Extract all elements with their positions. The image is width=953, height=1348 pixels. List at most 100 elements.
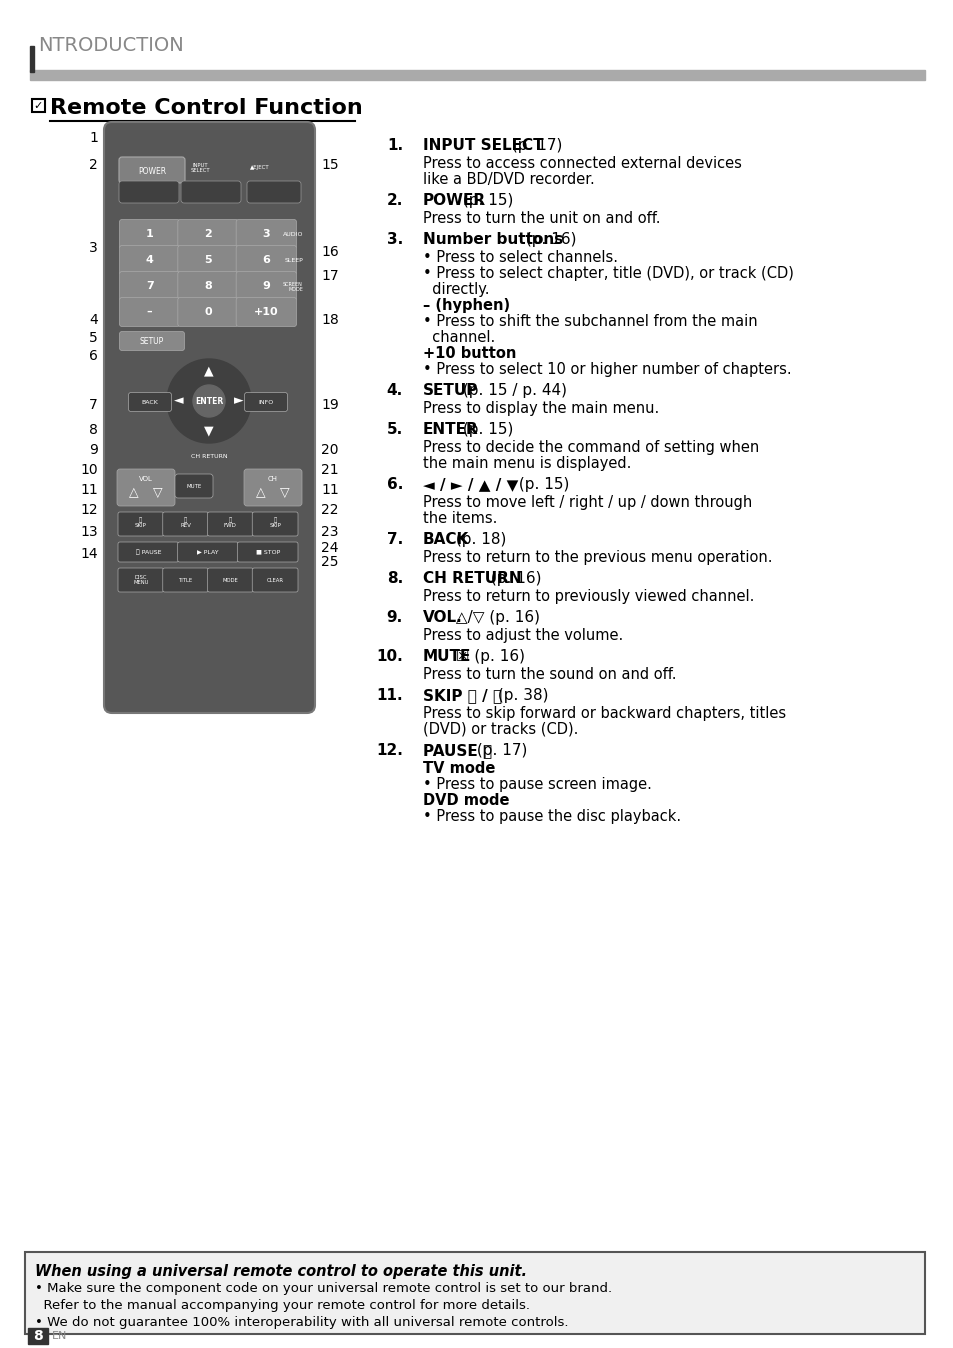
Text: directly.: directly.	[422, 282, 489, 297]
FancyBboxPatch shape	[177, 220, 238, 248]
Text: (p. 15 / p. 44): (p. 15 / p. 44)	[457, 383, 566, 398]
Text: ⏩
FWD: ⏩ FWD	[224, 518, 236, 528]
FancyBboxPatch shape	[236, 271, 296, 301]
Bar	[30, 70, 924, 80]
FancyBboxPatch shape	[129, 392, 172, 411]
Text: EN: EN	[52, 1330, 68, 1341]
Text: – (hyphen): – (hyphen)	[422, 298, 510, 313]
Text: SETUP: SETUP	[140, 337, 164, 345]
Text: ⏭
SKIP: ⏭ SKIP	[269, 518, 281, 528]
Text: Number buttons: Number buttons	[422, 232, 562, 247]
Text: ENTER: ENTER	[422, 422, 478, 437]
Text: (p. 15): (p. 15)	[514, 477, 569, 492]
Text: ▽: ▽	[280, 487, 290, 500]
Text: Press to move left / right / up / down through: Press to move left / right / up / down t…	[422, 495, 752, 510]
FancyBboxPatch shape	[119, 181, 179, 204]
Text: BACK: BACK	[141, 399, 158, 404]
Text: Press to return to previously viewed channel.: Press to return to previously viewed cha…	[422, 589, 754, 604]
Text: POWER: POWER	[422, 193, 486, 208]
Text: (p. 38): (p. 38)	[493, 687, 548, 704]
Text: 10: 10	[80, 462, 98, 477]
Text: MUTE: MUTE	[186, 484, 201, 488]
Text: POWER: POWER	[138, 167, 166, 175]
Text: CH: CH	[268, 476, 277, 483]
Text: 25: 25	[320, 555, 338, 569]
Text: • Press to select chapter, title (DVD), or track (CD): • Press to select chapter, title (DVD), …	[422, 266, 793, 280]
Text: 3: 3	[262, 229, 270, 239]
Text: (p. 15): (p. 15)	[457, 422, 513, 437]
FancyBboxPatch shape	[118, 568, 164, 592]
Text: CLEAR: CLEAR	[266, 577, 283, 582]
Text: ►: ►	[233, 395, 244, 407]
Text: ⏮
SKIP: ⏮ SKIP	[134, 518, 147, 528]
Text: • Press to pause screen image.: • Press to pause screen image.	[422, 776, 651, 793]
Text: PAUSE ⏸: PAUSE ⏸	[422, 743, 492, 758]
Text: 1: 1	[146, 229, 153, 239]
Text: ■ STOP: ■ STOP	[255, 550, 279, 554]
Text: 23: 23	[320, 524, 338, 539]
Text: +10 button: +10 button	[422, 346, 516, 361]
Text: MODE: MODE	[222, 577, 238, 582]
Text: Press to display the main menu.: Press to display the main menu.	[422, 400, 659, 417]
Text: CH RETURN: CH RETURN	[191, 454, 227, 460]
Text: 2: 2	[90, 158, 98, 173]
Text: Press to turn the sound on and off.: Press to turn the sound on and off.	[422, 667, 676, 682]
Text: ENTER: ENTER	[194, 396, 223, 406]
Text: INPUT
SELECT: INPUT SELECT	[190, 163, 210, 173]
FancyBboxPatch shape	[118, 542, 178, 562]
Text: 12.: 12.	[375, 743, 402, 758]
Text: 5: 5	[90, 332, 98, 345]
Text: Remote Control Function: Remote Control Function	[50, 98, 362, 119]
FancyBboxPatch shape	[119, 332, 184, 350]
Text: TITLE: TITLE	[178, 577, 193, 582]
FancyBboxPatch shape	[177, 245, 238, 275]
FancyBboxPatch shape	[236, 220, 296, 248]
Text: 4.: 4.	[386, 383, 402, 398]
Text: Press to access connected external devices: Press to access connected external devic…	[422, 156, 741, 171]
Text: TV mode: TV mode	[422, 762, 495, 776]
Text: 3: 3	[90, 241, 98, 255]
Text: 16: 16	[320, 245, 338, 259]
FancyBboxPatch shape	[236, 245, 296, 275]
Text: △: △	[129, 487, 139, 500]
Text: INFO: INFO	[258, 399, 274, 404]
Text: ✓: ✓	[33, 101, 43, 111]
Text: INPUT SELECT: INPUT SELECT	[422, 137, 543, 154]
Text: ▲: ▲	[204, 364, 213, 377]
FancyBboxPatch shape	[163, 512, 209, 537]
Text: ◄: ◄	[174, 395, 184, 407]
FancyBboxPatch shape	[247, 181, 301, 204]
FancyBboxPatch shape	[181, 181, 241, 204]
Text: 2: 2	[204, 229, 212, 239]
Text: SETUP: SETUP	[422, 383, 477, 398]
Text: 1: 1	[89, 131, 98, 146]
FancyBboxPatch shape	[208, 568, 253, 592]
Text: 7.: 7.	[386, 532, 402, 547]
Text: DISC
MENU: DISC MENU	[133, 574, 149, 585]
FancyBboxPatch shape	[177, 542, 238, 562]
Text: the main menu is displayed.: the main menu is displayed.	[422, 456, 631, 470]
Text: 3.: 3.	[386, 232, 402, 247]
FancyBboxPatch shape	[177, 271, 238, 301]
Text: SLEEP: SLEEP	[284, 257, 303, 263]
Text: (p. 17): (p. 17)	[506, 137, 561, 154]
FancyBboxPatch shape	[104, 123, 314, 713]
Text: –: –	[147, 307, 152, 317]
Text: Refer to the manual accompanying your remote control for more details.: Refer to the manual accompanying your re…	[35, 1299, 530, 1312]
Text: △/▽ (p. 16): △/▽ (p. 16)	[451, 611, 539, 625]
Text: VOL: VOL	[139, 476, 152, 483]
Text: 6: 6	[89, 349, 98, 363]
Text: 4: 4	[146, 255, 153, 266]
Text: 11: 11	[320, 483, 338, 497]
Text: 7: 7	[90, 398, 98, 412]
Text: 14: 14	[80, 547, 98, 561]
FancyBboxPatch shape	[163, 568, 209, 592]
Text: MUTE: MUTE	[422, 648, 471, 665]
FancyBboxPatch shape	[208, 512, 253, 537]
Text: like a BD/DVD recorder.: like a BD/DVD recorder.	[422, 173, 594, 187]
Text: 20: 20	[320, 443, 338, 457]
Text: • Press to select 10 or higher number of chapters.: • Press to select 10 or higher number of…	[422, 363, 791, 377]
Text: 9: 9	[89, 443, 98, 457]
Bar	[25, 1252, 924, 1335]
Text: 8: 8	[33, 1329, 43, 1343]
